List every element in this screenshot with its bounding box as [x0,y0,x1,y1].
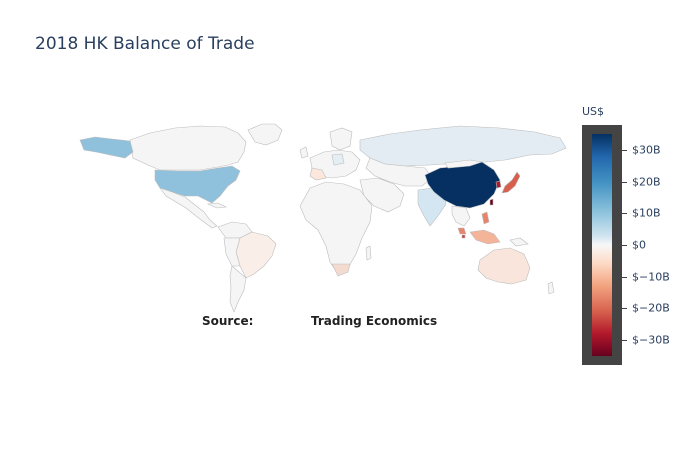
country-argentina-chile[interactable] [229,265,247,313]
country-spain[interactable] [309,167,327,181]
colorbar-tick-label: $0 [632,238,646,252]
country-brazil[interactable] [235,231,277,279]
country-united-states[interactable] [154,165,241,204]
colorbar-tick-mark [622,340,627,342]
country-papua-new-guinea[interactable] [509,237,529,247]
colorbar-title: US$ [582,105,605,118]
colorbar-tick-label: $−20B [632,301,670,315]
colorbar-tick-label: $30B [632,143,661,157]
country-mongolia[interactable] [444,159,483,169]
colorbar-tick-label: $20B [632,175,661,189]
country-uk[interactable] [299,146,309,159]
country-south-korea[interactable] [495,180,502,189]
country-southeast-asia[interactable] [451,205,471,227]
colorbar-gradient [592,134,612,356]
country-greenland[interactable] [247,123,283,146]
country-south-africa[interactable] [331,263,351,277]
country-peru-bolivia[interactable] [223,237,241,267]
colorbar [582,125,622,365]
country-madagascar[interactable] [365,245,372,261]
country-africa[interactable] [299,181,373,275]
country-alaska[interactable] [79,136,134,159]
country-singapore[interactable] [461,234,466,239]
colorbar-tick-label: $10B [632,206,661,220]
country-russia[interactable] [359,125,567,167]
country-cuba[interactable] [206,202,228,209]
colorbar-tick-label: $−30B [632,333,670,347]
colorbar-tick-mark [622,213,627,215]
source-label: Source: [202,314,254,328]
colorbar-tick-mark [622,245,627,246]
country-philippines[interactable] [481,211,490,225]
country-scandinavia[interactable] [329,127,353,151]
country-japan[interactable] [501,171,521,194]
colorbar-tick-mark [622,308,627,310]
country-australia[interactable] [477,247,531,285]
colorbar-tick-label: $−10B [632,270,670,284]
country-mexico[interactable] [159,187,218,229]
country-canada[interactable] [129,125,247,171]
country-germany[interactable] [331,153,345,166]
colorbar-tick-mark [622,181,627,183]
country-central-asia[interactable] [365,157,433,187]
country-malaysia[interactable] [457,227,467,235]
country-new-zealand[interactable] [547,281,555,295]
map-title: 2018 HK Balance of Trade [35,34,255,54]
country-taiwan[interactable] [489,198,494,206]
source-value: Trading Economics [311,314,438,328]
colorbar-tick-mark [622,149,627,151]
country-indonesia[interactable] [469,229,501,245]
colorbar-tick-mark [622,276,627,278]
